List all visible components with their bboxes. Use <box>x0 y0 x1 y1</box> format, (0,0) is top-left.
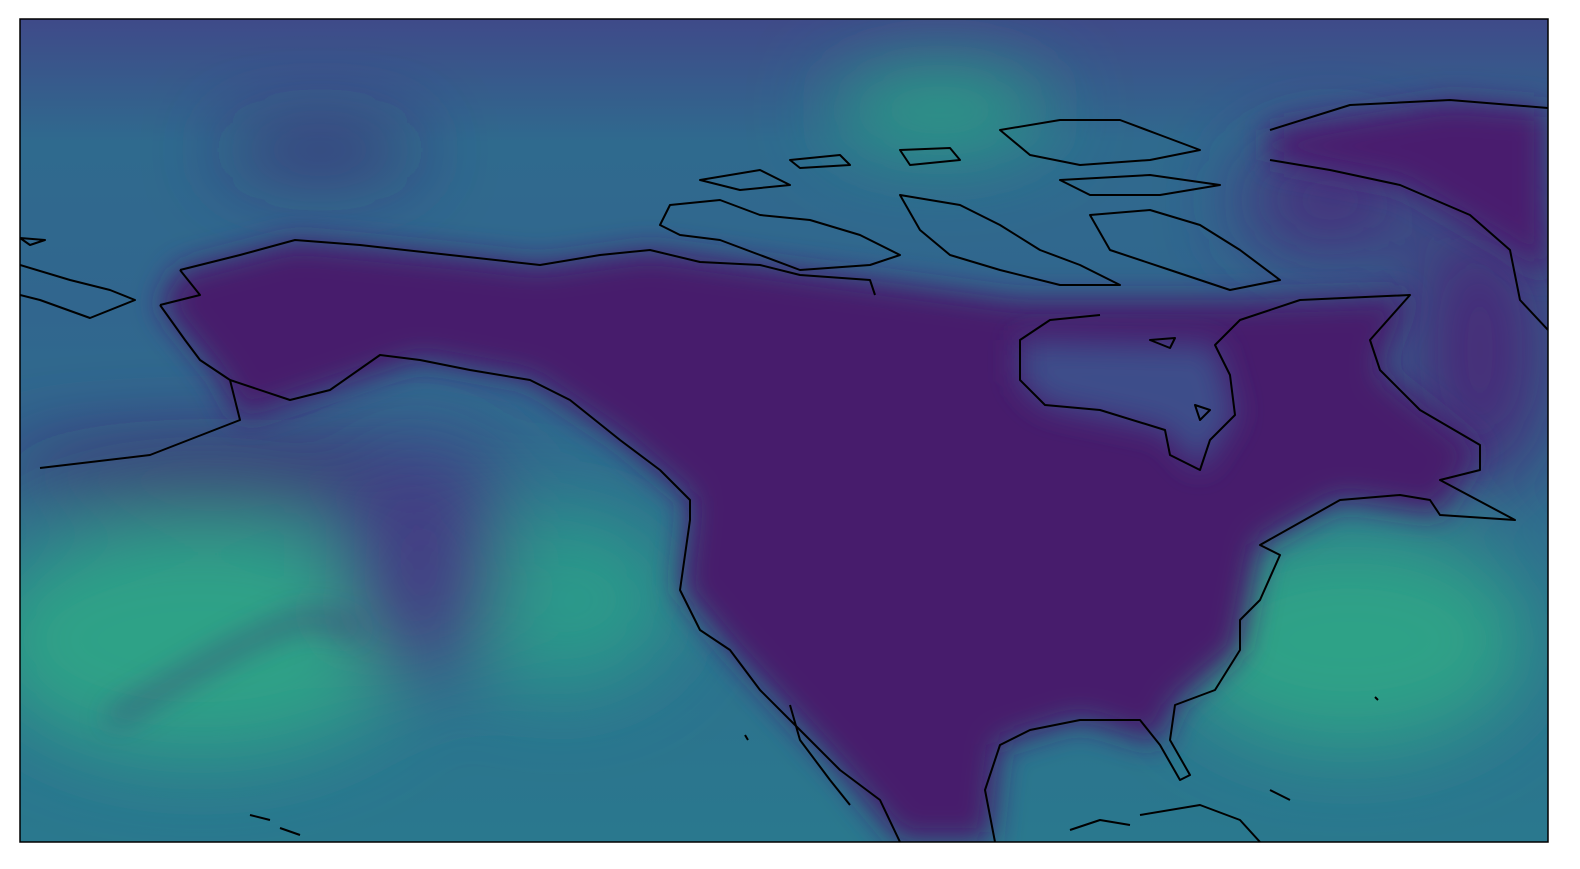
greenland-field <box>1270 100 1548 280</box>
coastlines <box>20 99 1548 842</box>
map-frame <box>19 18 1549 843</box>
jet-streak <box>108 615 361 723</box>
field-blobs <box>20 70 1548 760</box>
hudson-field <box>1020 340 1235 470</box>
field <box>20 19 1548 842</box>
